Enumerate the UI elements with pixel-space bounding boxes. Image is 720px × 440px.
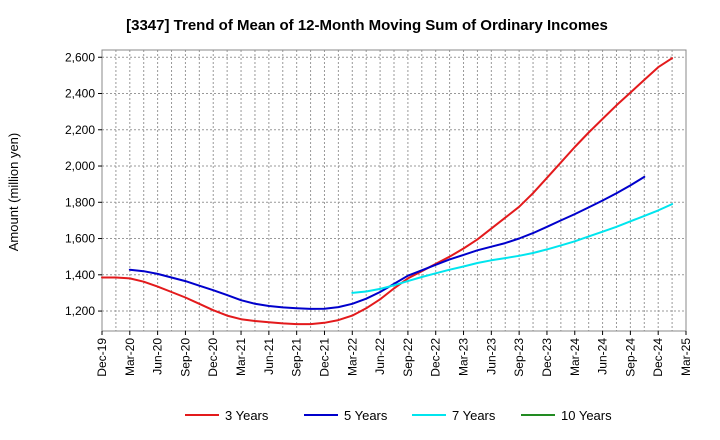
legend-label: 3 Years — [225, 408, 269, 423]
y-axis-ticks: 1,200 1,400 1,600 1,800 2,000 2,200 2,400 2,600 — [65, 50, 102, 318]
x-tick-label: Jun-20 — [151, 338, 165, 375]
x-tick-label: Sep-24 — [623, 338, 637, 377]
legend-label: 5 Years — [344, 408, 388, 423]
x-tick-label: Dec-21 — [317, 338, 331, 377]
x-tick-label: Sep-22 — [401, 338, 415, 377]
x-tick-label: Jun-22 — [373, 338, 387, 375]
series-line-3-years — [101, 57, 674, 326]
series-line-7-years — [351, 203, 674, 294]
y-tick-label: 2,000 — [65, 159, 95, 173]
series-lines — [101, 57, 674, 326]
y-tick-label: 2,200 — [65, 123, 95, 137]
x-tick-label: Sep-20 — [178, 338, 192, 377]
y-tick-label: 2,400 — [65, 87, 95, 101]
x-tick-label: Dec-24 — [651, 338, 665, 377]
x-axis-ticks: Dec-19 Mar-20 Jun-20 Sep-20 Dec-20 Mar-21 Jun-… — [95, 331, 693, 377]
grid — [102, 50, 686, 331]
y-tick-label: 1,200 — [65, 304, 95, 318]
x-tick-label: Sep-23 — [512, 338, 526, 377]
y-tick-label: 1,400 — [65, 268, 95, 282]
x-tick-label: Mar-21 — [234, 338, 248, 376]
legend: 3 Years 5 Years 7 Years 10 Years — [185, 408, 612, 423]
x-tick-label: Mar-22 — [345, 338, 359, 376]
chart-title: [3347] Trend of Mean of 12-Month Moving … — [126, 17, 608, 34]
x-tick-label: Jun-21 — [262, 338, 276, 375]
y-axis-label: Amount (million yen) — [6, 133, 21, 252]
y-tick-label: 1,800 — [65, 195, 95, 209]
x-tick-label: Jun-23 — [484, 338, 498, 375]
x-tick-label: Mar-23 — [457, 338, 471, 376]
x-tick-label: Mar-24 — [568, 338, 582, 376]
x-tick-label: Sep-21 — [290, 338, 304, 377]
legend-label: 10 Years — [561, 408, 612, 423]
x-tick-label: Mar-20 — [123, 338, 137, 376]
x-tick-label: Jun-24 — [596, 338, 610, 375]
x-tick-label: Dec-20 — [206, 338, 220, 377]
legend-label: 7 Years — [452, 408, 496, 423]
y-tick-label: 1,600 — [65, 232, 95, 246]
x-tick-label: Dec-23 — [540, 338, 554, 377]
y-tick-label: 2,600 — [65, 50, 95, 64]
x-tick-label: Dec-22 — [429, 338, 443, 377]
x-tick-label: Mar-25 — [679, 338, 693, 376]
x-tick-label: Dec-19 — [95, 338, 109, 377]
plot-frame — [101, 49, 687, 332]
